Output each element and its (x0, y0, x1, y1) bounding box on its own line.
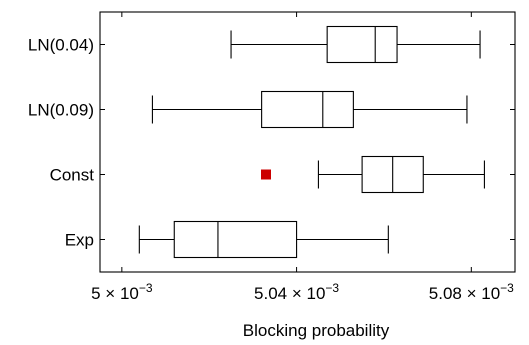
box-group (230, 25, 481, 64)
box-group (151, 90, 468, 129)
x-tick-label-exponent: −3 (139, 281, 153, 295)
x-tick-label-exponent: −3 (325, 281, 339, 295)
box-layer (138, 25, 485, 259)
outlier-point (261, 169, 271, 180)
iqr-box (326, 25, 398, 64)
x-tick-label-exponent: −3 (500, 281, 514, 295)
y-tick-label: Exp (65, 231, 94, 250)
x-axis-title: Blocking probability (243, 321, 390, 340)
x-tick-label: 5 × 10−3 (91, 281, 153, 303)
x-tick-label-base: 5.08 × 10 (429, 284, 500, 303)
box-group (261, 155, 485, 194)
x-tick-label: 5.08 × 10−3 (429, 281, 514, 303)
iqr-box (261, 90, 354, 129)
y-tick-label: LN(0.09) (28, 101, 94, 120)
x-tick-label: 5.04 × 10−3 (254, 281, 339, 303)
x-tick-label-base: 5.04 × 10 (254, 284, 325, 303)
iqr-box (173, 220, 298, 259)
plot-frame (99, 11, 516, 273)
y-tick-label: Const (50, 166, 95, 185)
x-tick-label-base: 5 × 10 (91, 284, 139, 303)
y-axis: LN(0.04) LN(0.09) Const Exp (28, 36, 515, 250)
y-tick-label: LN(0.04) (28, 36, 94, 55)
box-group (138, 220, 389, 259)
x-axis: 5 × 10−3 5.04 × 10−3 5.08 × 10−3 (91, 12, 514, 303)
